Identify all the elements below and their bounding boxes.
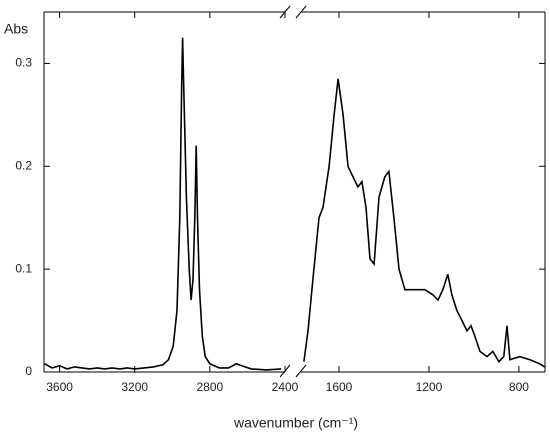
x-tick-label: 800 (509, 380, 529, 394)
y-axis-label: Abs (4, 21, 28, 37)
y-tick-label: 0.1 (15, 261, 32, 275)
axis-break (279, 5, 307, 378)
x-tick-label: 3600 (46, 380, 73, 394)
break-mark (295, 364, 307, 378)
x-axis-label: wavenumber (cm⁻¹) (233, 415, 358, 431)
spectrum-line (44, 37, 282, 371)
x-tick-label: 1200 (416, 380, 443, 394)
y-tick-label: 0.3 (15, 56, 32, 70)
x-tick-label: 2800 (197, 380, 224, 394)
x-tick-label: 3200 (121, 380, 148, 394)
y-tick-label: 0.2 (15, 158, 32, 172)
x-tick-label: 2400 (272, 380, 299, 394)
x-tick-label: 1600 (326, 380, 353, 394)
spectrum-line (303, 78, 546, 368)
y-tick-label: 0 (25, 364, 32, 378)
